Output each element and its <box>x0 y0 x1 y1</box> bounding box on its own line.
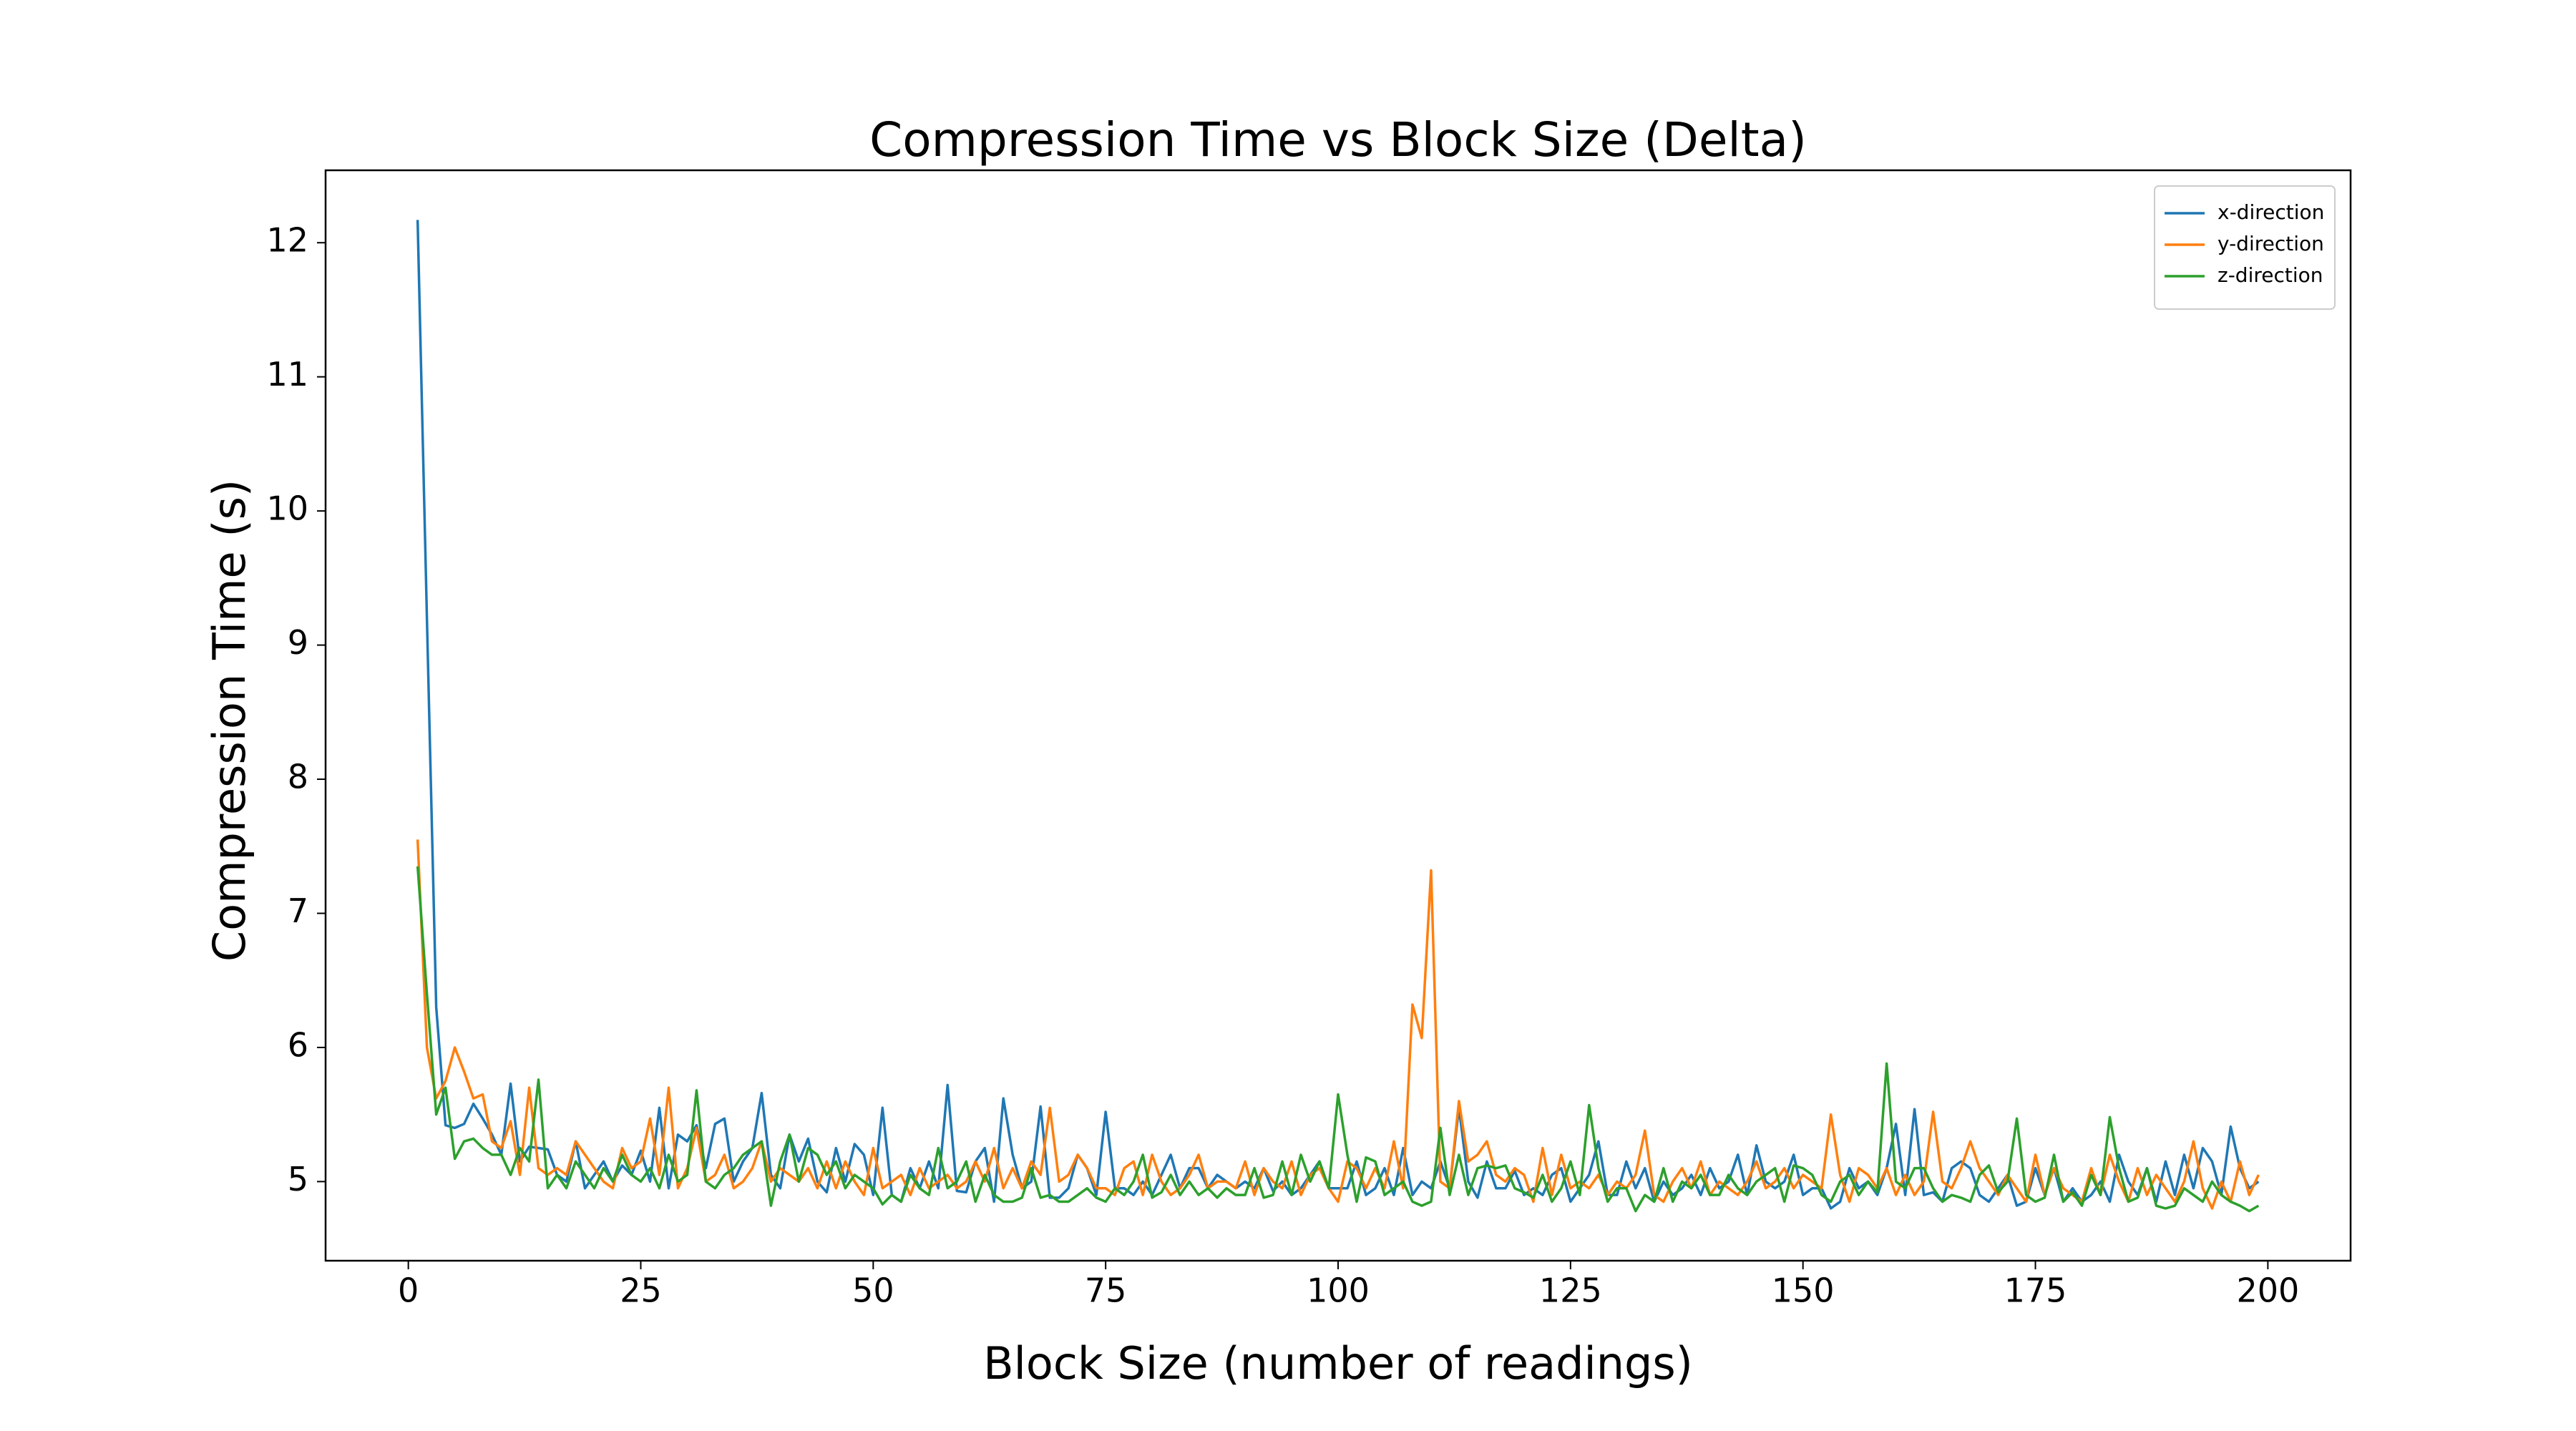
y-tick-label: 5 <box>288 1160 308 1198</box>
y-tick-label: 11 <box>266 355 308 394</box>
legend-box <box>2154 185 2336 310</box>
x-tick-label: 50 <box>852 1271 894 1310</box>
legend-label: y-direction <box>2218 232 2324 255</box>
y-tick-label: 10 <box>266 489 308 528</box>
series-line <box>416 220 2260 1210</box>
y-tick-label: 9 <box>288 623 308 662</box>
legend-label: x-direction <box>2218 200 2324 224</box>
x-tick-label: 75 <box>1085 1271 1127 1310</box>
series-line <box>416 866 2260 1213</box>
y-tick-label: 7 <box>288 892 308 930</box>
plot-frame <box>324 169 2352 1262</box>
x-tick-label: 150 <box>1772 1271 1835 1310</box>
series-line <box>416 839 2260 1210</box>
x-tick-label: 200 <box>2236 1271 2299 1310</box>
x-tick-label: 100 <box>1307 1271 1370 1310</box>
x-tick-label: 175 <box>2004 1271 2067 1310</box>
chart-title: Compression Time vs Block Size (Delta) <box>869 112 1807 167</box>
x-axis-label: Block Size (number of readings) <box>983 1337 1693 1390</box>
x-tick-label: 0 <box>398 1271 419 1310</box>
y-axis-label: Compression Time (s) <box>203 479 255 962</box>
legend-label: z-direction <box>2218 263 2323 287</box>
y-tick-label: 8 <box>288 758 308 796</box>
y-tick-label: 12 <box>266 221 308 260</box>
legend: x-direction y-direction z-direction <box>2154 185 2336 310</box>
x-tick-label: 125 <box>1539 1271 1602 1310</box>
y-tick-label: 6 <box>288 1025 308 1064</box>
x-tick-label: 25 <box>620 1271 662 1310</box>
